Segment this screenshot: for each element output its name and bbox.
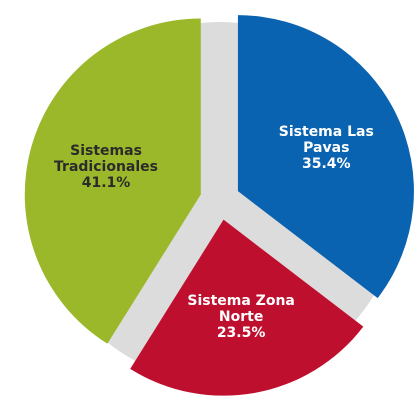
pie-slice xyxy=(24,18,201,344)
value-label: 23.5% xyxy=(216,324,266,341)
category-label: Sistemas Tradicionales xyxy=(54,143,158,176)
value-label: 41.1% xyxy=(81,175,131,192)
category-label: Sistema Las Pavas xyxy=(278,123,374,156)
value-label: 35.4% xyxy=(302,155,351,172)
pie-slice xyxy=(237,15,414,299)
category-label: Sistema Zona Norte xyxy=(187,292,295,325)
pie-slice xyxy=(130,219,364,396)
slice-label: Sistema Zona Norte 23.5% xyxy=(186,293,296,341)
slice-label: Sistemas Tradicionales 41.1% xyxy=(51,143,161,191)
slice-label: Sistema Las Pavas 35.4% xyxy=(271,124,381,172)
